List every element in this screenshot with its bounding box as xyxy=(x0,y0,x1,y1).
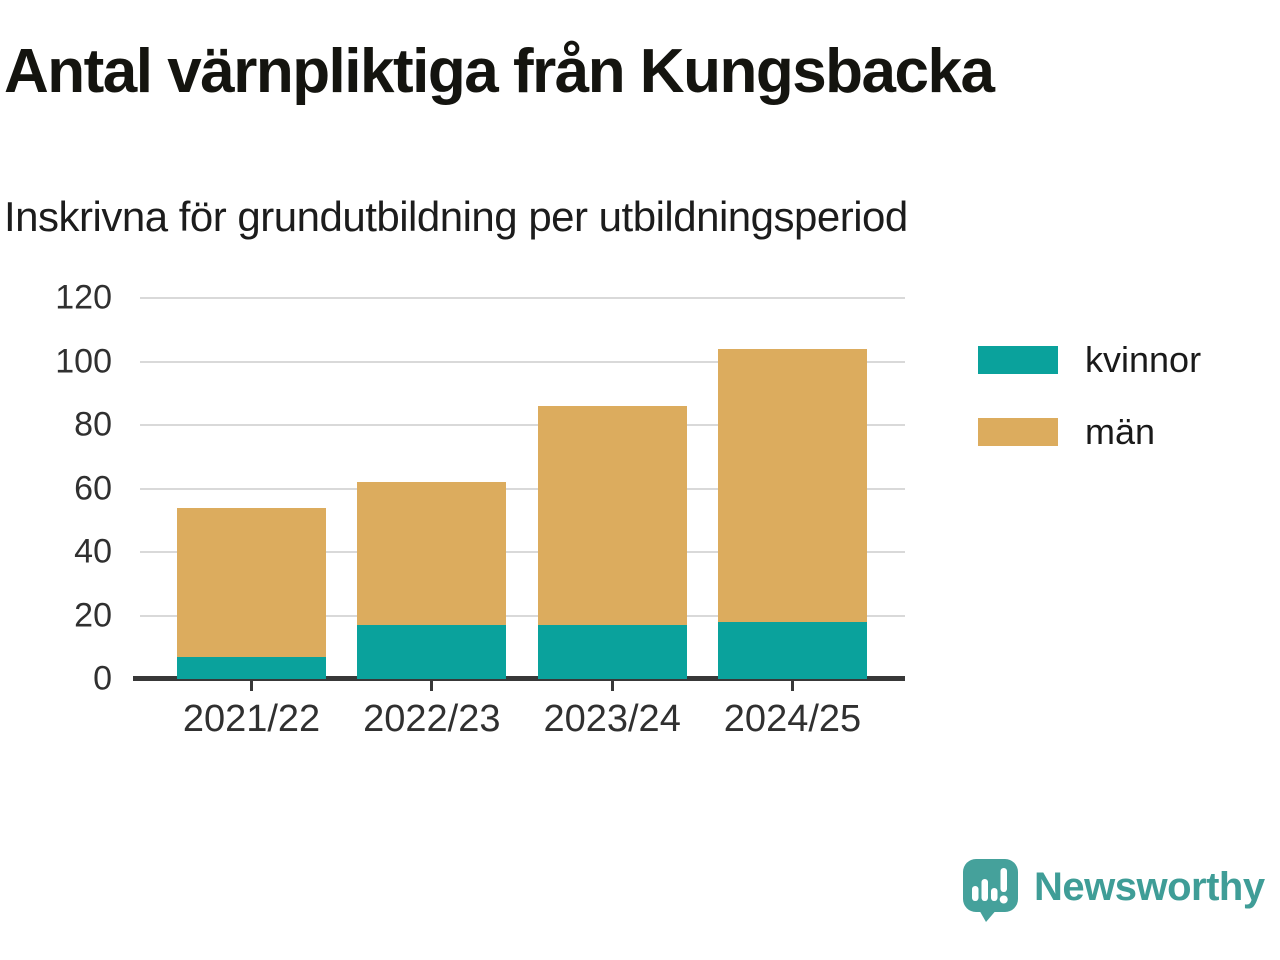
x-tick-label-2024/25: 2024/25 xyxy=(723,698,862,740)
y-tick-label-20: 20 xyxy=(74,596,112,634)
y-tick-label-40: 40 xyxy=(74,532,112,571)
bar-segment-män-2024/25 xyxy=(717,348,867,622)
legend: kvinnor män xyxy=(978,339,1201,483)
chart-title: Antal värnpliktiga från Kungsbacka xyxy=(4,37,995,106)
bar-segment-män-2023/24 xyxy=(537,405,687,626)
bar-segment-kvinnor-2021/22 xyxy=(177,656,326,679)
gridline-80 xyxy=(140,424,905,426)
x-tick-2023/24 xyxy=(610,681,614,691)
y-tick-label-100: 100 xyxy=(55,342,112,380)
legend-swatch-män xyxy=(978,418,1058,446)
plot-area: 2021/22 2022/23 2023/24 2024/25 xyxy=(133,297,905,740)
gridline-20 xyxy=(140,614,905,617)
x-tick-label-2023/24: 2023/24 xyxy=(543,698,681,740)
x-tick-label-2021/22: 2021/22 xyxy=(182,698,321,740)
legend-item-män: män xyxy=(978,411,1201,453)
bar-segment-kvinnor-2023/24 xyxy=(537,625,687,679)
bar-segment-kvinnor-2022/23 xyxy=(357,625,507,679)
x-tick-2022/23 xyxy=(430,681,434,691)
x-tick-2024/25 xyxy=(790,681,794,691)
bar-segment-män-2022/23 xyxy=(357,482,507,626)
bar-segment-kvinnor-2024/25 xyxy=(717,621,867,679)
legend-item-kvinnor: kvinnor xyxy=(978,339,1201,381)
x-axis-line xyxy=(133,676,905,681)
x-tick-label-2022/23: 2022/23 xyxy=(363,698,501,740)
legend-swatch-kvinnor xyxy=(978,346,1058,374)
gridline-120 xyxy=(140,297,905,299)
y-tick-label-80: 80 xyxy=(74,405,112,444)
gridline-100 xyxy=(140,360,905,363)
x-tick-2021/22 xyxy=(250,681,253,691)
y-axis-labels: 0 20 40 60 80 100 120 xyxy=(0,279,112,698)
branding-footer: Newsworthy xyxy=(962,858,1265,924)
gridline-40 xyxy=(140,551,905,553)
gridline-60 xyxy=(140,487,905,490)
bar-segment-män-2021/22 xyxy=(177,507,326,657)
y-tick-label-60: 60 xyxy=(74,469,112,507)
branding-name: Newsworthy xyxy=(1034,864,1265,909)
y-tick-label-120: 120 xyxy=(55,278,112,317)
legend-label-kvinnor: kvinnor xyxy=(1085,339,1202,380)
newsworthy-logo-icon xyxy=(963,859,1018,922)
y-tick-label-0: 0 xyxy=(93,659,112,698)
legend-label-män: män xyxy=(1085,411,1156,452)
chart-subtitle: Inskrivna för grundutbildning per utbild… xyxy=(4,193,908,240)
